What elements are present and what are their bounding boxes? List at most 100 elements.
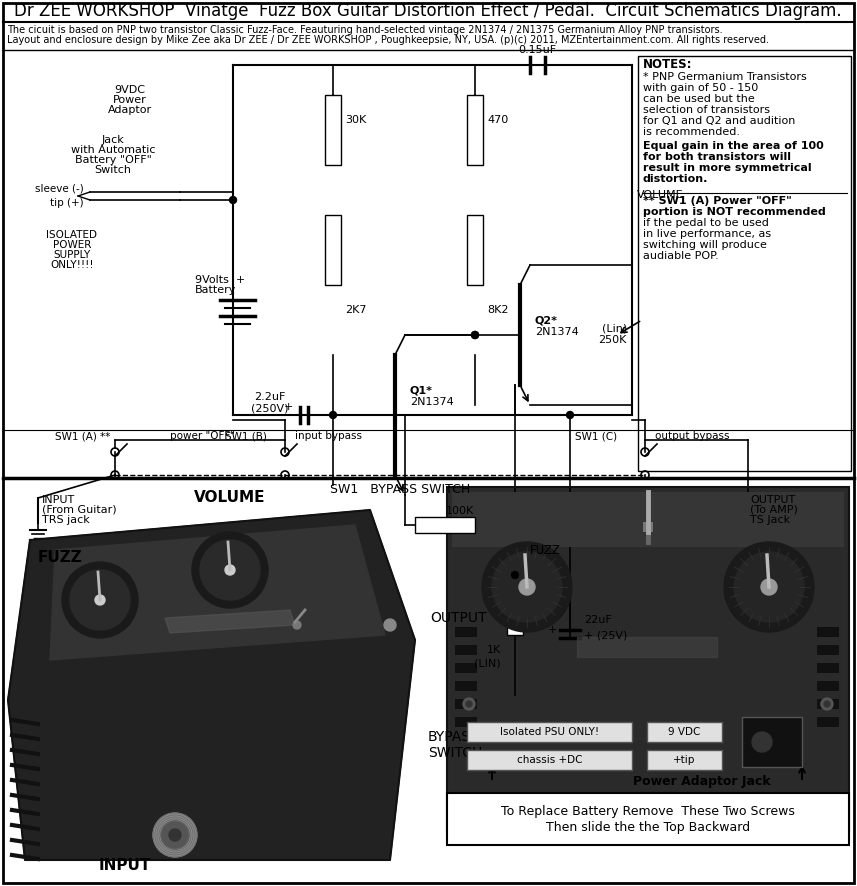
Text: Switch: Switch	[94, 165, 131, 175]
Text: (To AMP): (To AMP)	[750, 505, 798, 515]
Text: Jack: Jack	[102, 135, 124, 145]
Text: Then slide the the Top Backward: Then slide the the Top Backward	[546, 820, 750, 834]
Circle shape	[70, 570, 130, 630]
Text: (250V): (250V)	[251, 403, 289, 413]
Text: + (25V): + (25V)	[584, 630, 627, 640]
Bar	[415, 517, 475, 533]
Polygon shape	[50, 525, 385, 660]
Circle shape	[512, 571, 518, 579]
Text: OUTPUT: OUTPUT	[430, 611, 487, 625]
Text: in live performance, as: in live performance, as	[643, 229, 771, 239]
Circle shape	[492, 552, 562, 622]
Circle shape	[200, 540, 260, 600]
Text: tip (+): tip (+)	[51, 198, 84, 208]
Circle shape	[192, 532, 268, 608]
Circle shape	[752, 732, 772, 752]
Text: chassis +DC: chassis +DC	[518, 755, 583, 765]
Circle shape	[821, 698, 833, 710]
Bar	[455, 663, 477, 673]
Text: 2N1374: 2N1374	[410, 397, 453, 407]
Text: 30K: 30K	[345, 115, 366, 125]
Text: can be used but the: can be used but the	[643, 94, 755, 104]
Circle shape	[230, 197, 237, 204]
Text: SW1 (A) **: SW1 (A) **	[55, 431, 111, 441]
Text: Q1*: Q1*	[410, 385, 433, 395]
Bar	[817, 663, 839, 673]
Text: VOLUME: VOLUME	[637, 190, 684, 200]
Bar	[817, 717, 839, 727]
Text: (Lin): (Lin)	[602, 323, 627, 333]
Text: portion is NOT recommended: portion is NOT recommended	[643, 207, 826, 217]
Text: Battery: Battery	[195, 285, 237, 295]
Text: for Q1 and Q2 and audition: for Q1 and Q2 and audition	[643, 116, 795, 126]
Bar	[447, 487, 849, 832]
Text: 9Volts  +: 9Volts +	[195, 275, 245, 285]
Circle shape	[566, 411, 573, 418]
Text: 100K: 100K	[446, 506, 474, 516]
Text: 9 VDC: 9 VDC	[668, 727, 700, 737]
Text: SW1   BYPASS SWITCH: SW1 BYPASS SWITCH	[330, 483, 470, 495]
Text: Power Adaptor Jack: Power Adaptor Jack	[633, 775, 770, 789]
Bar	[325, 215, 341, 285]
Text: +: +	[284, 402, 293, 412]
Text: (From Guitar): (From Guitar)	[42, 505, 117, 515]
Text: Equal gain in the area of 100: Equal gain in the area of 100	[643, 141, 824, 151]
Text: Q2*: Q2*	[535, 315, 558, 325]
Bar	[455, 699, 477, 709]
Circle shape	[761, 579, 777, 595]
Circle shape	[519, 579, 535, 595]
Circle shape	[734, 552, 804, 622]
Text: with Automatic: with Automatic	[71, 145, 155, 155]
Text: is recommended.: is recommended.	[643, 127, 740, 137]
Circle shape	[824, 701, 830, 707]
Bar	[467, 750, 632, 770]
Bar	[647, 722, 722, 742]
Circle shape	[384, 619, 396, 631]
Bar	[467, 722, 632, 742]
Text: TRS jack: TRS jack	[42, 515, 90, 525]
Text: SUPPLY: SUPPLY	[53, 250, 91, 260]
Text: Isolated PSU ONLY!: Isolated PSU ONLY!	[500, 727, 600, 737]
Text: Dr ZEE WORKSHOP  Vinatge  Fuzz Box Guitar Distortion Effect / Pedal.  Circuit Sc: Dr ZEE WORKSHOP Vinatge Fuzz Box Guitar …	[15, 2, 842, 20]
Bar	[455, 645, 477, 655]
Text: distortion.: distortion.	[643, 174, 709, 184]
Text: ** SW1 (A) Power "OFF": ** SW1 (A) Power "OFF"	[643, 196, 792, 206]
Text: BYPASS
SWITCH: BYPASS SWITCH	[428, 730, 482, 760]
Text: ONLY!!!!: ONLY!!!!	[51, 260, 93, 270]
Text: POWER: POWER	[53, 240, 91, 250]
Circle shape	[329, 411, 337, 418]
Circle shape	[471, 331, 478, 338]
Bar	[817, 681, 839, 691]
Bar	[817, 627, 839, 637]
Text: switching will produce: switching will produce	[643, 240, 767, 250]
Bar	[452, 492, 844, 547]
Circle shape	[471, 331, 478, 338]
Text: 22uF: 22uF	[584, 615, 612, 625]
Text: * PNP Germanium Transistors: * PNP Germanium Transistors	[643, 72, 806, 82]
Text: Battery "OFF": Battery "OFF"	[75, 155, 152, 165]
Bar	[455, 681, 477, 691]
Text: 250K: 250K	[599, 335, 627, 345]
Text: Power: Power	[113, 95, 147, 105]
Text: OUTPUT: OUTPUT	[750, 495, 795, 505]
Text: 2.2uF: 2.2uF	[255, 392, 285, 402]
Text: +tip: +tip	[673, 755, 695, 765]
Text: The cicuit is based on PNP two transistor Classic Fuzz-Face. Feauturing hand-sel: The cicuit is based on PNP two transisto…	[7, 25, 722, 35]
Text: if the pedal to be used: if the pedal to be used	[643, 218, 769, 228]
Text: (LIN): (LIN)	[475, 658, 501, 668]
Text: audiable POP.: audiable POP.	[643, 251, 719, 261]
Text: output bypass: output bypass	[655, 431, 729, 441]
Text: INPUT: INPUT	[99, 859, 151, 874]
Circle shape	[724, 542, 814, 632]
Text: SW1 (B): SW1 (B)	[225, 431, 267, 441]
Text: sleeve (-): sleeve (-)	[35, 183, 84, 193]
Polygon shape	[577, 637, 717, 657]
Polygon shape	[165, 610, 295, 633]
Circle shape	[463, 698, 475, 710]
Bar	[455, 717, 477, 727]
Text: with gain of 50 - 150: with gain of 50 - 150	[643, 83, 758, 93]
Text: for both transistors will: for both transistors will	[643, 152, 791, 162]
Bar	[817, 645, 839, 655]
Text: TS Jack: TS Jack	[750, 515, 790, 525]
Text: result in more symmetrical: result in more symmetrical	[643, 163, 812, 173]
